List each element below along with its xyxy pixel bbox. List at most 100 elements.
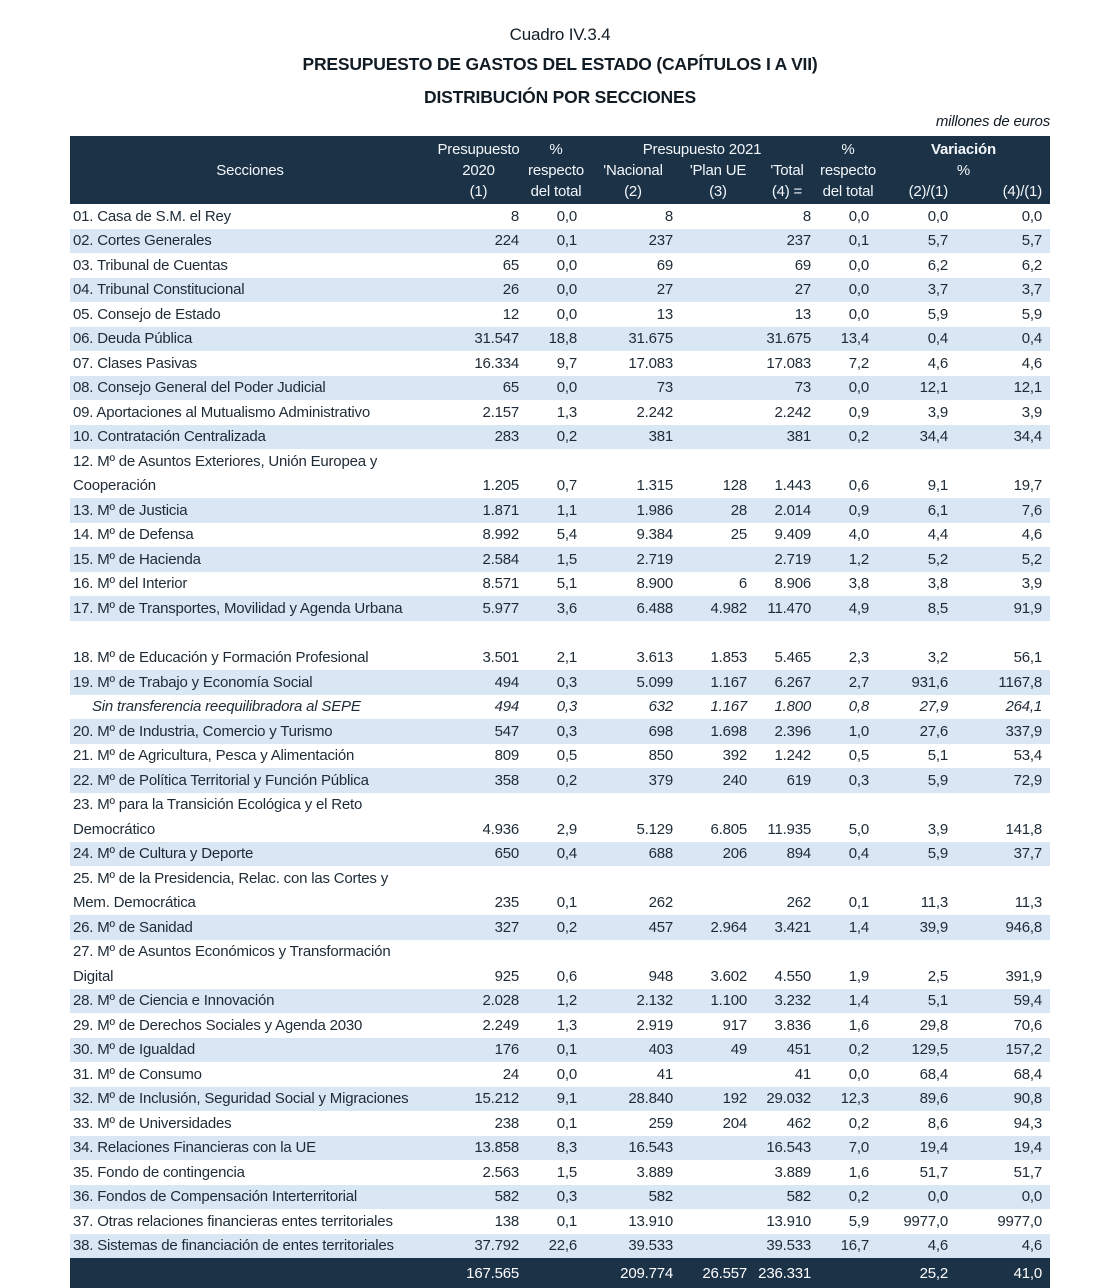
row-label: 18. Mº de Educación y Formación Profesio…: [73, 649, 369, 667]
cell: 494: [494, 673, 520, 691]
cell: 8,3: [556, 1139, 577, 1157]
table-row: 18. Mº de Educación y Formación Profesio…: [70, 646, 1050, 671]
cell: 1.205: [482, 477, 519, 495]
cell: 90,8: [1013, 1090, 1043, 1108]
page-title: PRESUPUESTO DE GASTOS DEL ESTADO (CAPÍTU…: [302, 54, 818, 74]
cell: 13: [656, 305, 673, 323]
cell: 264,1: [1005, 698, 1042, 716]
cell: 240: [722, 771, 748, 789]
cell: 206: [722, 845, 748, 863]
row-label: 27. Mº de Asuntos Económicos y Transform…: [73, 943, 391, 961]
cell: 73: [656, 379, 673, 397]
cell: 8.900: [636, 575, 673, 593]
cell: 31.547: [474, 330, 519, 348]
cell: 547: [494, 722, 520, 740]
table-row: Mem. Democrática 235 0,1 262 262 0,1 11,3 11,3: [70, 891, 1050, 916]
table-row: 22. Mº de Política Territorial y Función…: [70, 768, 1050, 793]
cell: 8.906: [774, 575, 811, 593]
table-row: 17. Mº de Transportes, Movilidad y Agend…: [70, 596, 1050, 621]
cell: 6.267: [774, 673, 811, 691]
title-block: Cuadro IV.3.4 PRESUPUESTO DE GASTOS DEL …: [0, 24, 1120, 109]
header-variacion: Variación: [931, 140, 996, 158]
header-variacion-pct: %: [956, 161, 971, 179]
cell: 3.421: [774, 918, 811, 936]
cell: 5,2: [1021, 550, 1042, 568]
cell: 1167,8: [998, 673, 1042, 691]
cell: 4.550: [774, 967, 811, 985]
table-row: Democrático 4.936 2,9 5.129 6.805 11.935 5,0 3,…: [70, 817, 1050, 842]
cell: 0,0: [927, 1188, 948, 1206]
cell: 5.465: [774, 649, 811, 667]
row-label: Cooperación: [73, 477, 156, 495]
table-row: 16. Mº del Interior 8.571 5,1 8.900 6 8.906 3,…: [70, 572, 1050, 597]
cell: 5,4: [556, 526, 577, 544]
table-row: 35. Fondo de contingencia 2.563 1,5 3.889 3.…: [70, 1160, 1050, 1185]
cell: 582: [648, 1188, 674, 1206]
cell: 24: [502, 1065, 519, 1083]
table-row: 05. Consejo de Estado 12 0,0 13 13 0,0 5,9 5,9: [70, 302, 1050, 327]
row-label: 28. Mº de Ciencia e Innovación: [73, 992, 275, 1010]
header-line: Presupuesto: [437, 140, 520, 158]
cell: 619: [786, 771, 812, 789]
cell: 0,0: [1021, 1188, 1042, 1206]
cell: 41: [656, 1065, 673, 1083]
cell: 4,0: [848, 526, 869, 544]
cell: 69: [794, 256, 811, 274]
row-label: Digital: [73, 967, 114, 985]
cell: 0,0: [1021, 207, 1042, 225]
cell: 51,7: [919, 1163, 949, 1181]
row-label: 35. Fondo de contingencia: [73, 1163, 245, 1181]
cell: 19,7: [1013, 477, 1043, 495]
cell: 56,1: [1013, 649, 1043, 667]
table-header: Secciones Presupuesto 2020 (1) % respect…: [70, 136, 1050, 204]
cell: 13.910: [628, 1212, 673, 1230]
cell: 89,6: [919, 1090, 949, 1108]
row-label: 32. Mº de Inclusión, Seguridad Social y …: [73, 1090, 409, 1108]
cell: 1,1: [556, 501, 577, 519]
cell: 2,5: [927, 967, 948, 985]
cell: 68,4: [919, 1065, 949, 1083]
cell: 19,4: [1013, 1139, 1043, 1157]
table-row: 06. Deuda Pública 31.547 18,8 31.675 31.675 1…: [70, 326, 1050, 351]
header-line: del total: [530, 182, 582, 200]
cell: 224: [494, 232, 520, 250]
header-line: 2020: [462, 161, 495, 179]
header-2021-subcolumns: 'Nacional (2) 'Plan UE (3) 'Total (4) =: [585, 160, 819, 202]
header-total: 'Total (4) =: [755, 160, 819, 202]
cell: 0,0: [848, 281, 869, 299]
cell: 11,3: [920, 894, 948, 912]
cell: 9.409: [774, 526, 811, 544]
row-label: 10. Contratación Centralizada: [73, 428, 266, 446]
cell: 582: [786, 1188, 812, 1206]
row-label: 09. Aportaciones al Mutualismo Administr…: [73, 403, 370, 421]
cell: 9,1: [927, 477, 948, 495]
budget-table: Secciones Presupuesto 2020 (1) % respect…: [70, 136, 1050, 1288]
cell: 403: [648, 1041, 674, 1059]
table-row: 24. Mº de Cultura y Deporte 650 0,4 688 206 8…: [70, 841, 1050, 866]
cell: 3,9: [927, 403, 948, 421]
table-row: 08. Consejo General del Poder Judicial 65…: [70, 375, 1050, 400]
cell: 49: [730, 1041, 747, 1059]
cell: 0,2: [556, 771, 577, 789]
cell: 7,0: [848, 1139, 869, 1157]
header-line: del total: [822, 182, 874, 200]
cell: 6,1: [927, 501, 948, 519]
cell: 1.100: [710, 992, 747, 1010]
cell: 5,9: [927, 845, 948, 863]
cell: 327: [494, 918, 520, 936]
cell: 4,6: [1021, 354, 1042, 372]
cell: 809: [494, 747, 520, 765]
table-row: 15. Mº de Hacienda 2.584 1,5 2.719 2.719 1,2 5…: [70, 547, 1050, 572]
cell: 650: [494, 845, 520, 863]
cell: 5,1: [927, 992, 948, 1010]
total-cell: 167.565: [466, 1264, 519, 1282]
cell: 457: [648, 918, 674, 936]
cell: 4,4: [927, 526, 948, 544]
cell: 27,9: [919, 698, 949, 716]
cell: 1,5: [556, 550, 577, 568]
cell: 12,3: [840, 1090, 870, 1108]
cell: 2.719: [636, 550, 673, 568]
cell: 1,9: [848, 967, 869, 985]
cell: 0,0: [848, 207, 869, 225]
cell: 138: [494, 1212, 520, 1230]
